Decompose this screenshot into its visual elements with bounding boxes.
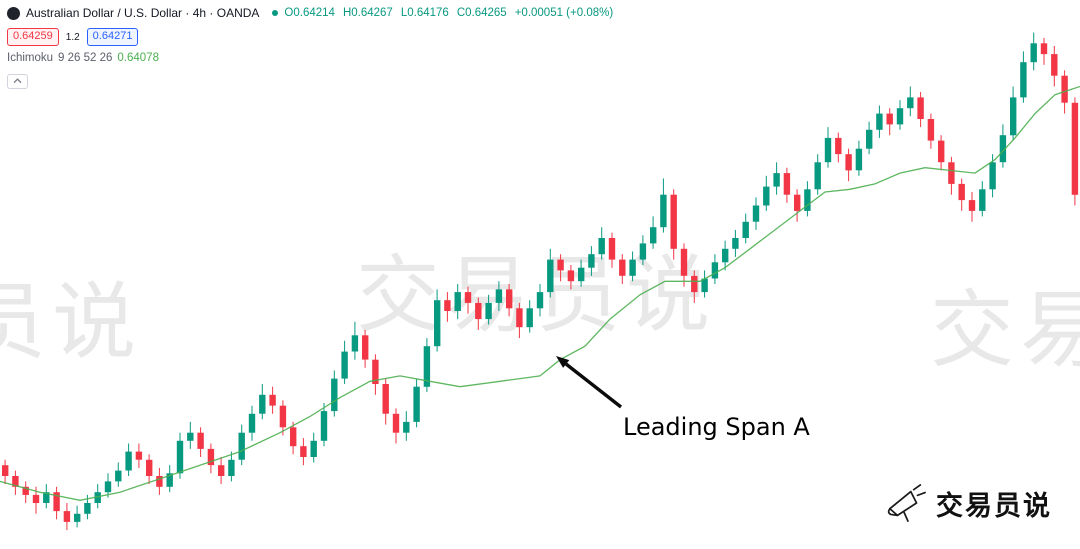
ohlc-close: C0.64265 — [457, 7, 507, 19]
bid-ask-row: 0.64259 1.2 0.64271 — [7, 28, 613, 46]
ohlc-open-value: 0.64214 — [293, 7, 335, 19]
ask-price-button[interactable]: 0.64271 — [86, 28, 139, 46]
indicator-value: 0.64078 — [117, 52, 159, 64]
market-status-icon — [272, 10, 279, 16]
watermark-right: 交易员说 — [930, 281, 1080, 379]
ohlc-change: +0.00051 (+0.08%) — [514, 7, 614, 19]
legend-collapse-button[interactable] — [7, 73, 28, 89]
annotation-arrow — [556, 356, 623, 409]
ohlc-low-value: 0.64176 — [407, 7, 449, 19]
channel-logo: 交易员说 — [885, 483, 1052, 523]
megaphone-icon — [887, 484, 926, 522]
channel-logo-text: 交易员说 — [936, 491, 1052, 522]
watermark-center: 交易员说 — [356, 246, 717, 344]
chart-legend: Australian Dollar / U.S. Dollar · 4h · O… — [7, 5, 613, 89]
ohlc-open: O0.64214 — [284, 7, 335, 19]
candles-layer — [2, 32, 1079, 531]
ohlc-high-label: H — [342, 7, 352, 19]
bid-price-button[interactable]: 0.64259 — [7, 28, 59, 46]
ohlc-readout: O0.64214 H0.64267 L0.64176 C0.64265 +0.0… — [284, 7, 613, 19]
chevron-up-icon — [13, 78, 22, 84]
ohlc-high: H0.64267 — [343, 7, 393, 19]
ohlc-open-label: O — [284, 7, 294, 19]
leading-span-a-line — [0, 85, 1080, 501]
indicator-params: 9 26 52 26 — [58, 52, 113, 64]
indicator-legend-row[interactable]: Ichimoku 9 26 52 26 0.64078 — [7, 52, 613, 64]
spread-value: 1.2 — [65, 31, 80, 43]
symbol-logo-icon — [7, 6, 20, 20]
watermark-left: 交易员说 — [0, 273, 143, 371]
legend-collapse-row — [7, 71, 613, 89]
ohlc-high-value: 0.64267 — [351, 7, 393, 19]
annotation-label: Leading Span A — [623, 413, 810, 441]
symbol-title[interactable]: Australian Dollar / U.S. Dollar · 4h · O… — [26, 6, 260, 20]
ohlc-close-label: C — [456, 7, 466, 19]
indicator-name: Ichimoku — [7, 52, 54, 64]
ohlc-close-value: 0.64265 — [465, 7, 507, 19]
ohlc-low: L0.64176 — [401, 7, 449, 19]
symbol-info-row: Australian Dollar / U.S. Dollar · 4h · O… — [7, 5, 613, 21]
ohlc-low-label: L — [400, 7, 408, 19]
